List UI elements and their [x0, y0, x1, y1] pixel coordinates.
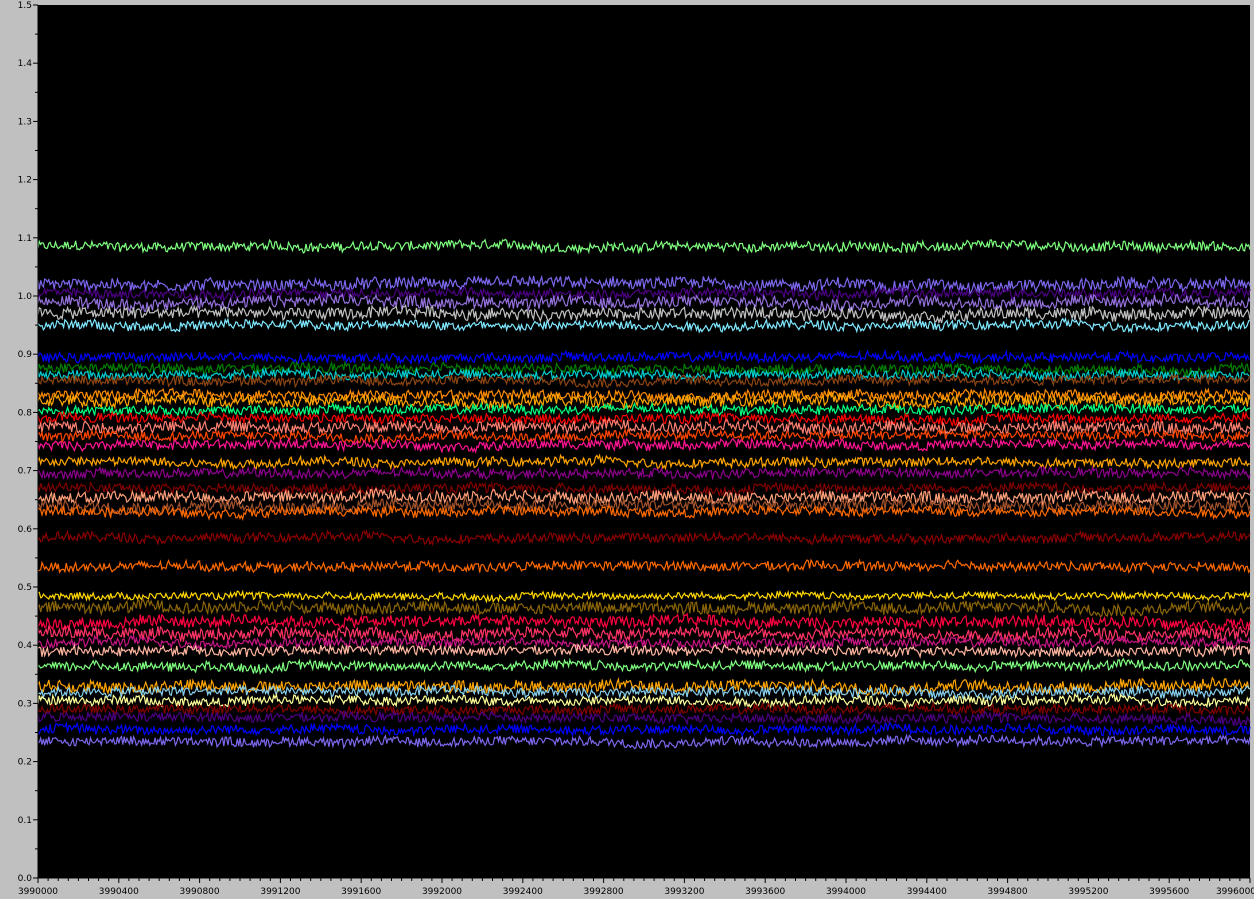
series-line-3	[37, 285, 1251, 303]
series-line-26	[37, 589, 1251, 604]
series-line-1	[37, 238, 1251, 255]
series-line-9	[37, 366, 1251, 383]
series-line-21	[37, 487, 1251, 507]
series-line-15	[37, 417, 1251, 437]
y-tick-label: 1.0	[18, 292, 33, 302]
series-line-13	[37, 401, 1251, 418]
y-tick-label: 0.3	[18, 699, 32, 709]
series-line-30	[37, 633, 1251, 651]
series-line-37	[37, 709, 1251, 728]
x-tick-label: 3990800	[180, 887, 220, 897]
y-tick-label: 0.5	[18, 583, 32, 593]
series-line-36	[37, 700, 1251, 718]
y-tick-label: 1.5	[18, 1, 32, 11]
series-line-6	[37, 316, 1251, 334]
x-tick-label: 3990000	[18, 887, 58, 897]
series-line-17	[37, 436, 1251, 454]
x-tick-label: 3991600	[341, 887, 381, 897]
y-tick-label: 0.6	[18, 525, 33, 535]
x-tick-label: 3995200	[1068, 887, 1108, 897]
y-tick-label: 0.9	[18, 350, 33, 360]
series-line-18	[37, 453, 1251, 471]
x-tick-label: 3992000	[422, 887, 462, 897]
series-line-39	[37, 733, 1251, 750]
series-line-11	[37, 387, 1251, 405]
series-line-25	[37, 558, 1251, 575]
y-tick-label: 1.3	[18, 117, 32, 127]
series-line-4	[37, 292, 1251, 313]
series-line-19	[38, 465, 1251, 481]
x-tick-label: 3996000	[1216, 887, 1254, 897]
series-line-33	[37, 676, 1251, 697]
series-line-35	[37, 691, 1251, 710]
y-tick-label: 0.4	[18, 641, 33, 651]
x-tick-label: 3994000	[826, 887, 866, 897]
series-line-7	[37, 348, 1251, 366]
series-line-29	[37, 624, 1251, 645]
x-tick-label: 3990400	[99, 887, 139, 897]
y-tick-label: 1.2	[18, 176, 32, 186]
y-tick-label: 0.7	[18, 467, 32, 477]
series-line-24	[37, 529, 1251, 547]
x-tick-label: 3995600	[1149, 887, 1189, 897]
y-tick-label: 1.4	[18, 59, 33, 69]
x-tick-label: 3993200	[664, 887, 704, 897]
y-axis: 0.0 0.1 0.2 0.3 0.4 0.5 0.6 0.7 0.8 0.9 1.0 1.1 1.2 1…	[18, 1, 39, 884]
series-line-23	[37, 503, 1251, 521]
series-line-27	[37, 597, 1251, 618]
series-line-16	[37, 427, 1251, 444]
series-line-5	[37, 304, 1251, 326]
series-line-32	[37, 657, 1251, 676]
series-line-20	[37, 480, 1251, 498]
y-tick-label: 0.0	[18, 874, 33, 884]
x-axis: 3990000 3990400 3990800 3991200 3991600 39920…	[18, 877, 1254, 897]
x-tick-label: 3994800	[988, 887, 1028, 897]
series-line-31	[37, 642, 1251, 659]
plot-area	[38, 5, 1250, 878]
y-tick-label: 1.1	[18, 234, 32, 244]
x-tick-label: 3992400	[503, 887, 543, 897]
series-line-2	[37, 274, 1251, 295]
series-line-38	[37, 720, 1251, 738]
series-line-10	[37, 372, 1251, 389]
series-layer	[37, 238, 1251, 750]
y-tick-label: 0.1	[18, 816, 32, 826]
x-tick-label: 3994400	[907, 887, 947, 897]
x-tick-label: 3992800	[584, 887, 624, 897]
y-tick-label: 0.8	[18, 408, 33, 418]
x-tick-label: 3991200	[260, 887, 300, 897]
x-tick-label: 3993600	[745, 887, 785, 897]
series-line-28	[37, 612, 1251, 634]
y-tick-label: 0.2	[18, 758, 32, 768]
series-line-34	[37, 684, 1251, 702]
